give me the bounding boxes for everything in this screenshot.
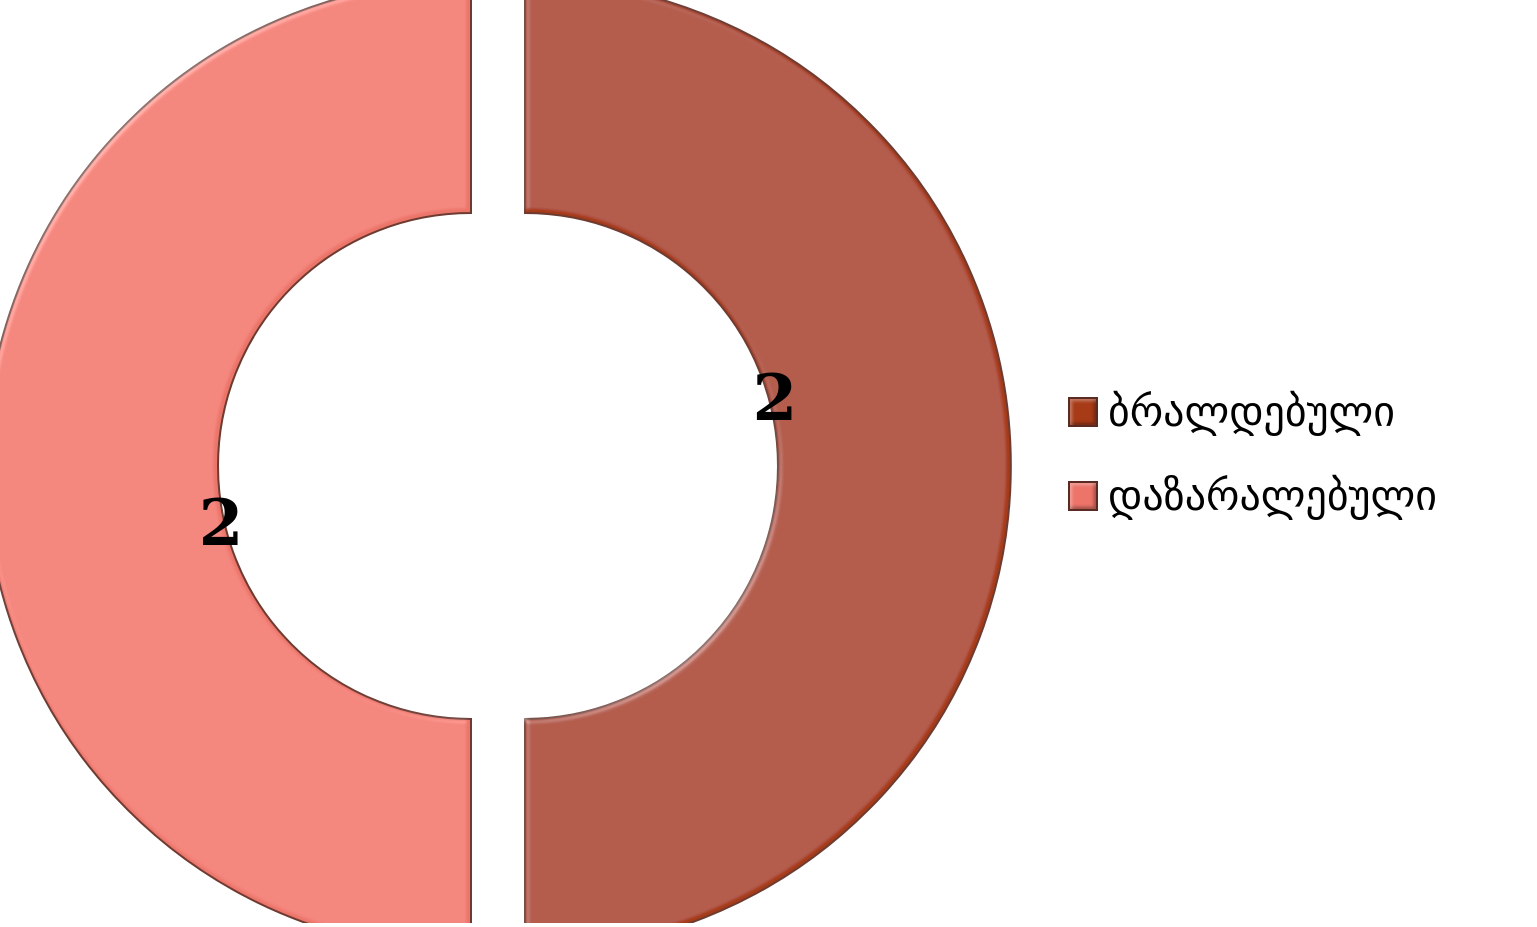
slice-victim [0,0,472,927]
slice-accused [524,0,1012,927]
legend-item-accused: ბრალდებული [1068,384,1528,440]
legend-label-victim: დაზარალებული [1108,471,1437,520]
data-label-victim: 2 [199,486,244,561]
legend-label-accused: ბრალდებული [1108,387,1396,436]
legend-item-victim: დაზარალებული [1068,468,1528,524]
legend-swatch-accused [1068,397,1098,427]
chart-legend: ბრალდებული დაზარალებული [1068,384,1528,552]
legend-swatch-victim [1068,481,1098,511]
data-label-accused: 2 [753,361,798,436]
